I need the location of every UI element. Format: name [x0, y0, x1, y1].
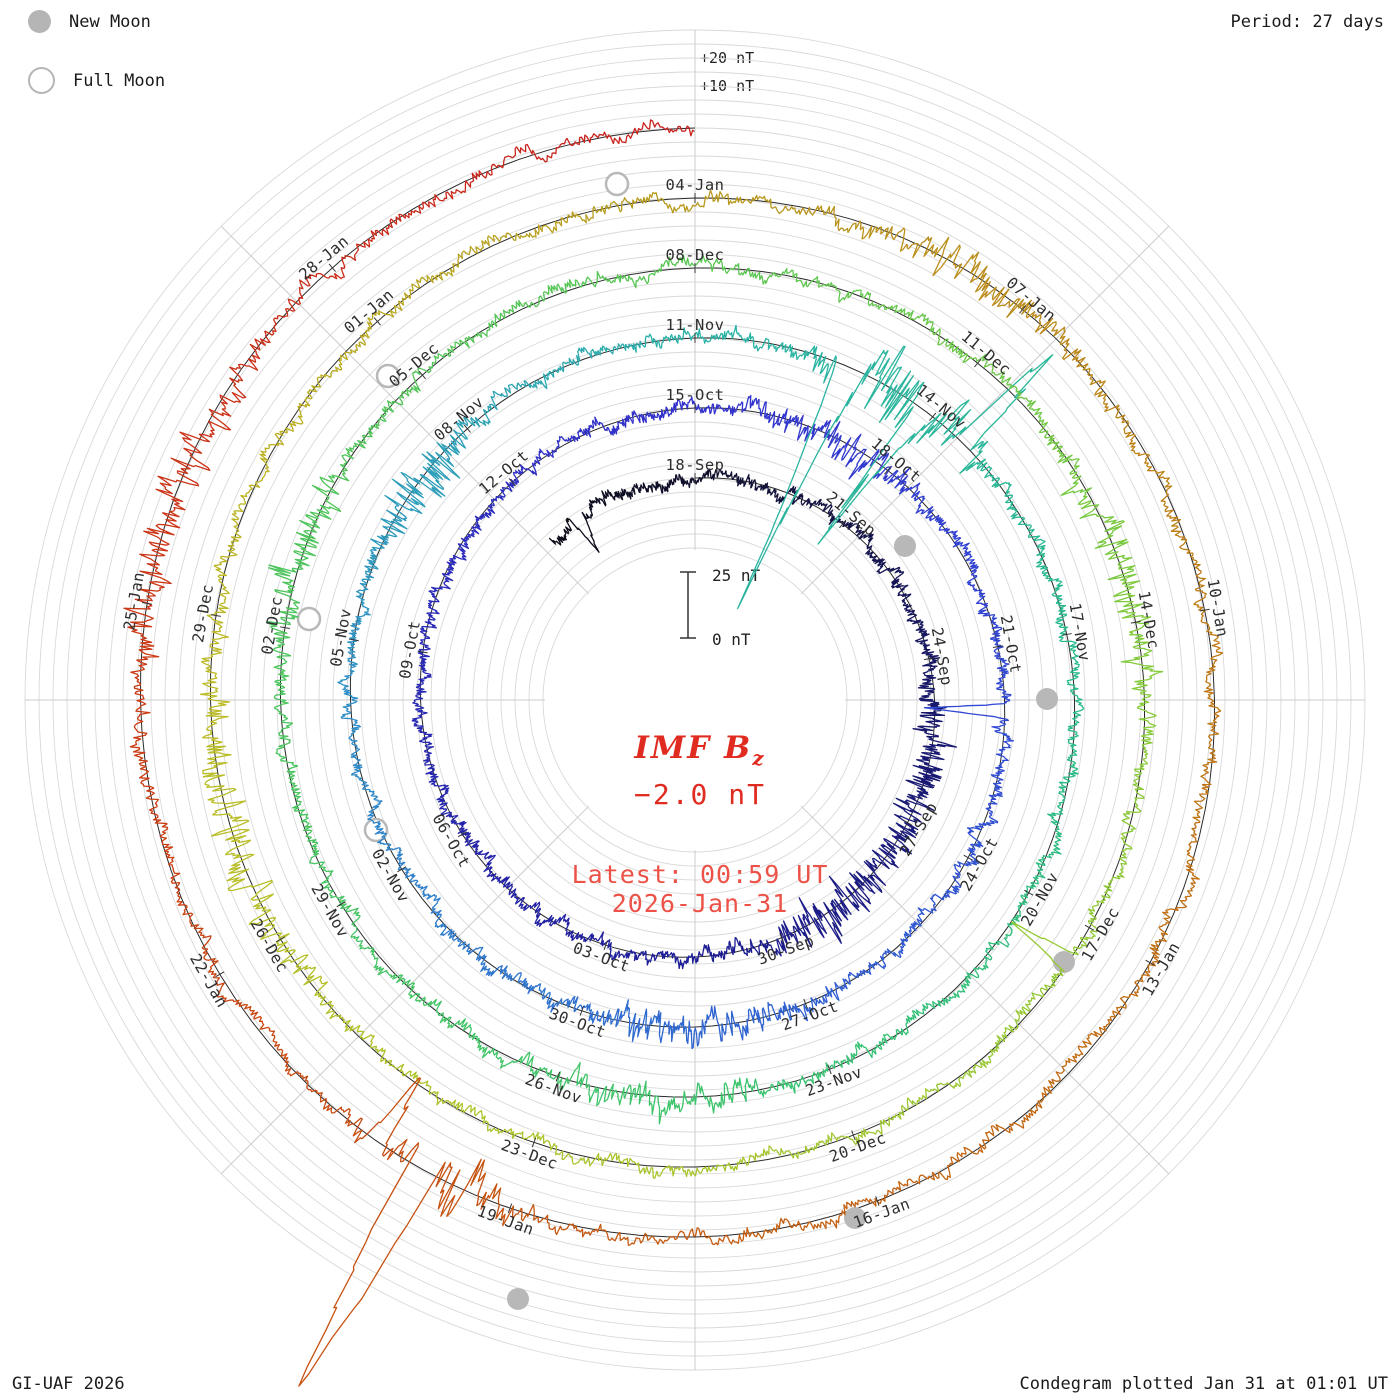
spiral-trace: [123, 119, 1224, 1387]
plus10-label: +10 nT: [700, 77, 754, 95]
full-moon-marker: [604, 171, 630, 197]
new-moon-marker: [1036, 688, 1058, 710]
date-label: 18-Sep: [666, 456, 725, 474]
date-label: 11-Dec: [958, 327, 1015, 379]
grid-spokes: [25, 30, 1365, 1370]
footer-plotted-time: Condegram plotted Jan 31 at 01:01 UT: [1019, 1374, 1388, 1394]
moon-markers: [296, 171, 1075, 1310]
full-moon-marker: [363, 817, 389, 843]
new-moon-marker: [1053, 951, 1075, 973]
date-label: 17-Dec: [1078, 904, 1123, 964]
plus20-label: +20 nT: [700, 49, 754, 67]
date-ticks: [141, 193, 1210, 1214]
date-label: 11-Nov: [666, 316, 725, 334]
full-moon-marker: [375, 363, 401, 389]
date-label: 19-Jan: [475, 1202, 537, 1239]
scale-bar-bottom-label: 0 nT: [712, 630, 751, 649]
date-label: 15-Oct: [666, 386, 725, 404]
new-moon-label: New Moon: [69, 11, 151, 32]
date-label: 26-Nov: [523, 1070, 585, 1107]
new-moon-marker: [844, 1207, 866, 1229]
date-label: 02-Dec: [258, 595, 286, 656]
date-label: 29-Dec: [189, 583, 217, 644]
date-label: 07-Jan: [1003, 274, 1060, 326]
date-label: 04-Jan: [666, 176, 725, 194]
date-label: 23-Dec: [499, 1136, 561, 1173]
date-label: 13-Jan: [1139, 939, 1184, 999]
scale-bar: 25 nT 0 nT: [680, 566, 761, 649]
full-moon-label: Full Moon: [73, 70, 166, 91]
new-moon-marker: [894, 535, 916, 557]
legend-full-moon: Full Moon: [28, 67, 165, 94]
scale-bar-top-label: 25 nT: [712, 566, 761, 585]
outer-nt-labels: +20 nT +10 nT: [700, 49, 754, 95]
new-moon-marker: [507, 1288, 529, 1310]
full-moon-marker: [296, 606, 322, 632]
period-label: Period: 27 days: [1230, 12, 1384, 32]
full-moon-icon: [28, 67, 55, 94]
legend-new-moon: New Moon: [28, 10, 165, 33]
date-label: 08-Dec: [666, 246, 725, 264]
new-moon-icon: [28, 10, 51, 33]
date-label: 30-Oct: [547, 1005, 609, 1042]
moon-legend: New Moon Full Moon: [28, 10, 165, 128]
footer-credit: GI-UAF 2026: [12, 1374, 125, 1394]
